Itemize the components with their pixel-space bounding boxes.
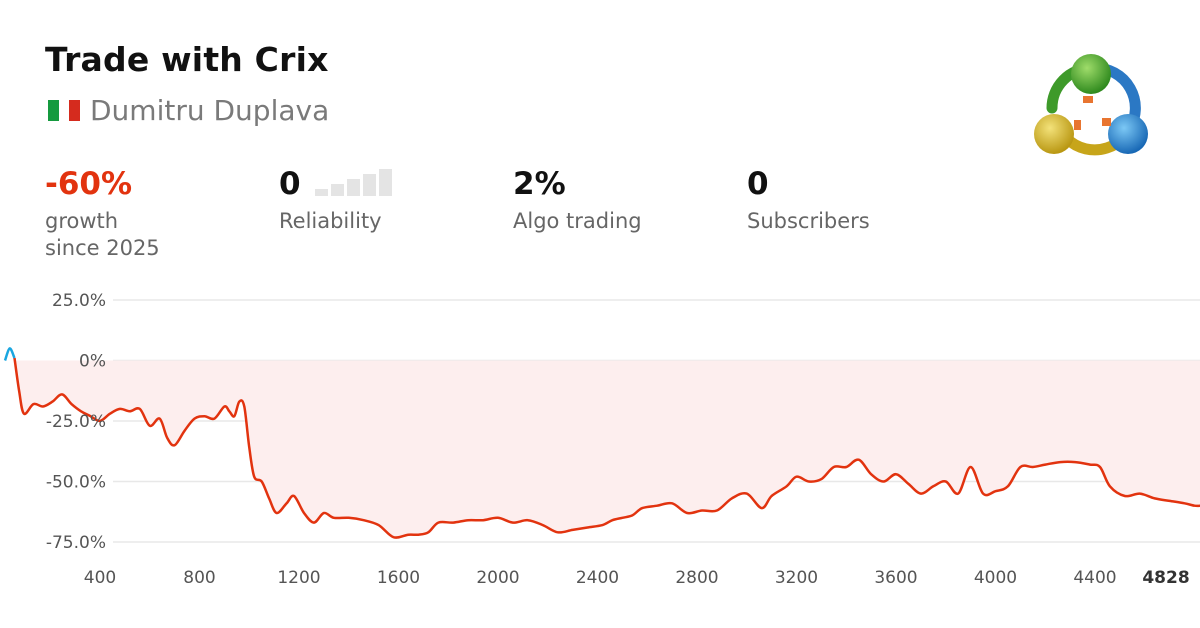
y-tick-label: -50.0% <box>46 473 106 493</box>
reliability-bar <box>346 179 360 196</box>
x-tick-label: 4828 <box>1142 568 1189 588</box>
x-tick-label: 4400 <box>1073 568 1116 588</box>
reliability-bar <box>314 189 328 196</box>
subscribers-value: 0 <box>747 166 769 202</box>
y-tick-label: -25.0% <box>46 412 106 432</box>
x-tick-label: 800 <box>183 568 215 588</box>
reliability-bar <box>362 174 376 196</box>
growth-label-line2: since 2025 <box>45 236 160 260</box>
positive-line-segment <box>3 347 16 361</box>
x-tick-label: 400 <box>84 568 116 588</box>
stat-growth: -60% growth since 2025 <box>45 162 160 262</box>
chart-lines <box>3 347 1200 539</box>
growth-value: -60% <box>45 166 133 202</box>
x-tick-label: 2000 <box>476 568 519 588</box>
x-tick-label: 1600 <box>377 568 420 588</box>
x-tick-label: 1200 <box>277 568 320 588</box>
chart-y-ticks: 25.0% 0% -25.0% -50.0% -75.0% <box>46 291 106 553</box>
chart-x-ticks: 400 800 1200 1600 2000 2400 2800 3200 3600 4000 44… <box>84 568 1190 588</box>
flag-stripe-white <box>58 99 70 121</box>
reliability-bars-icon <box>314 169 392 196</box>
flag-stripe-green <box>48 99 59 121</box>
growth-label-line1: growth <box>45 209 119 233</box>
stat-reliability: 0 Reliability <box>279 162 392 235</box>
stat-subscribers: 0 Subscribers <box>747 162 870 235</box>
y-tick-label: -75.0% <box>46 533 106 553</box>
growth-label: growth since 2025 <box>45 208 160 262</box>
y-tick-label: 25.0% <box>52 291 106 311</box>
flag-stripe-red <box>69 99 81 121</box>
page-title: Trade with Crix <box>45 40 329 79</box>
x-tick-label: 2800 <box>675 568 718 588</box>
algo-value: 2% <box>513 166 566 202</box>
growth-line <box>13 357 1200 539</box>
y-tick-label: 0% <box>79 352 106 372</box>
negative-area <box>14 358 1200 538</box>
x-tick-label: 3600 <box>874 568 917 588</box>
metatrader-logo-icon <box>1034 54 1148 156</box>
reliability-value: 0 <box>279 166 301 202</box>
algo-label: Algo trading <box>513 209 642 233</box>
subscribers-label: Subscribers <box>747 209 870 233</box>
chart-area-fill <box>14 358 1200 538</box>
author-name[interactable]: Dumitru Duplava <box>90 93 330 127</box>
x-tick-label: 3200 <box>775 568 818 588</box>
reliability-bar <box>378 169 392 196</box>
reliability-bar <box>330 184 344 196</box>
italy-flag-icon <box>48 99 81 121</box>
growth-chart: 25.0% 0% -25.0% -50.0% -75.0% 400 800 1200 1600… <box>3 291 1200 588</box>
stat-algo-trading: 2% Algo trading <box>513 162 642 235</box>
x-tick-label: 2400 <box>576 568 619 588</box>
reliability-value-row: 0 <box>279 162 392 202</box>
x-tick-label: 4000 <box>974 568 1017 588</box>
author-row: Dumitru Duplava <box>48 92 329 128</box>
reliability-label: Reliability <box>279 209 382 233</box>
